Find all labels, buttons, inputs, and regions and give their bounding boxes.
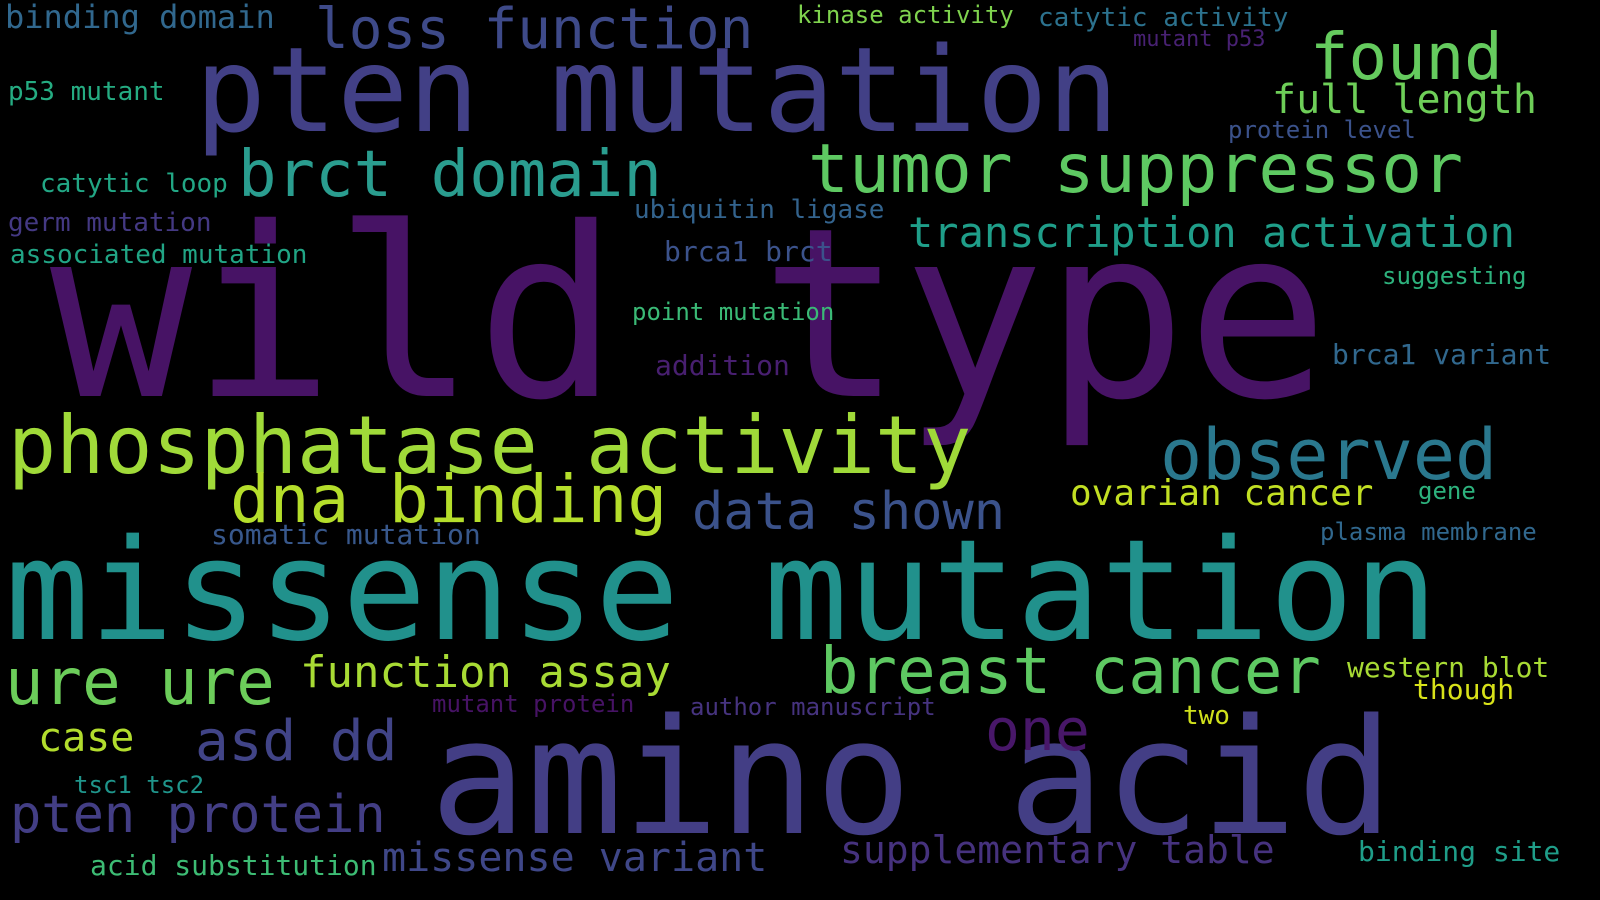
word-asd-dd: asd dd [195, 709, 398, 774]
word-binding-site: binding site [1358, 835, 1561, 868]
word-two: two [1183, 701, 1230, 731]
word-transcription-activation: transcription activation [908, 208, 1515, 257]
word-amino-acid: amino acid [430, 684, 1394, 871]
word-function-assay: function assay [300, 647, 671, 698]
word-ure-ure: ure ure [5, 646, 275, 720]
word-point-mutation: point mutation [632, 298, 835, 326]
word-missense-variant: missense variant [382, 835, 768, 881]
word-pten-protein: pten protein [10, 785, 386, 845]
word-brct-domain: brct domain [238, 138, 662, 212]
word-missense-mutation: missense mutation [5, 510, 1438, 673]
word-data-shown: data shown [692, 482, 1006, 542]
word-observed: observed [1160, 414, 1498, 496]
word-ovarian-cancer: ovarian cancer [1070, 473, 1374, 514]
word-binding-domain: binding domain [5, 0, 275, 36]
word-though: though [1413, 673, 1515, 706]
word-brca1-variant: brca1 variant [1332, 338, 1552, 371]
word-one: one [985, 696, 1090, 764]
word-suggesting: suggesting [1382, 262, 1527, 290]
word-phosphatase-activity: phosphatase activity [8, 399, 972, 492]
word-case: case [38, 715, 135, 761]
word-author-manuscript: author manuscript [690, 693, 936, 721]
word-germ-mutation: germ mutation [8, 208, 212, 238]
word-catytic-loop: catytic loop [40, 169, 228, 199]
word-associated-mutation: associated mutation [10, 240, 308, 270]
word-gene: gene [1418, 477, 1476, 505]
word-mutant-protein: mutant protein [432, 690, 635, 718]
word-western-blot: western blot [1347, 651, 1550, 684]
word-breast-cancer: breast cancer [820, 635, 1321, 709]
word-loss-function: loss function [315, 0, 754, 62]
word-brca1-brct: brca1 brct [664, 235, 833, 268]
word-pten-mutation: pten mutation [195, 21, 1119, 159]
word-kinase-activity: kinase activity [797, 1, 1014, 29]
word-acid-substitution: acid substitution [90, 849, 377, 882]
word-plasma-membrane: plasma membrane [1320, 518, 1537, 546]
word-full-length: full length [1272, 77, 1537, 123]
word-found: found [1310, 21, 1503, 95]
word-ubiquitin-ligase: ubiquitin ligase [634, 195, 885, 225]
word-addition: addition [655, 349, 790, 382]
word-protein-level: protein level [1228, 116, 1416, 144]
word-supplementary-table: supplementary table [840, 828, 1275, 872]
word-dna-binding: dna binding [230, 461, 668, 538]
word-mutant-p53: mutant p53 [1133, 27, 1266, 52]
word-p53-mutant: p53 mutant [8, 77, 165, 107]
word-catytic-activity: catytic activity [1038, 3, 1289, 33]
word-wild-type: wild type [50, 177, 1329, 452]
word-somatic-mutation: somatic mutation [211, 518, 481, 551]
word-tsc1-tsc2: tsc1 tsc2 [74, 771, 205, 799]
word-tumor-suppressor: tumor suppressor [808, 130, 1464, 209]
